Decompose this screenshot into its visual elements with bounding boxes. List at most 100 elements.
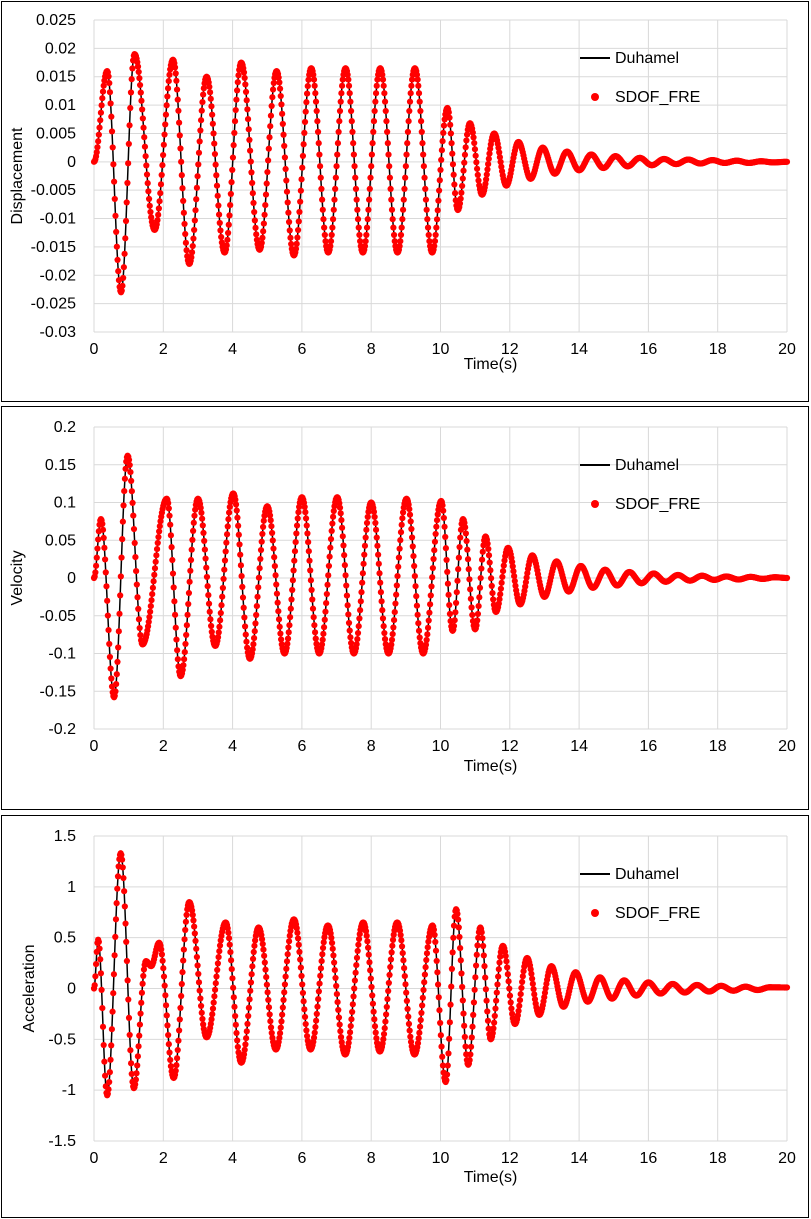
sdof-fre-point bbox=[459, 182, 466, 190]
sdof-fre-point bbox=[414, 76, 421, 83]
sdof-fre-point bbox=[192, 937, 199, 945]
legend-sdof-fre-label: SDOF_FRE bbox=[615, 496, 700, 513]
sdof-fre-point bbox=[508, 1005, 515, 1012]
sdof-fre-point bbox=[134, 594, 141, 601]
sdof-fre-point bbox=[219, 593, 226, 600]
sdof-fre-point bbox=[92, 973, 99, 980]
sdof-fre-point bbox=[147, 603, 154, 610]
sdof-fre-point bbox=[422, 641, 430, 648]
sdof-fre-point bbox=[96, 945, 103, 952]
sdof-fre-point bbox=[180, 946, 187, 953]
sdof-fre-point bbox=[249, 190, 256, 197]
sdof-fre-point bbox=[124, 179, 131, 187]
sdof-fre-point bbox=[121, 888, 128, 895]
sdof-fre-point bbox=[499, 568, 507, 575]
sdof-fre-point bbox=[283, 188, 291, 195]
sdof-fre-point bbox=[452, 609, 459, 616]
sdof-fre-point bbox=[312, 1023, 319, 1031]
sdof-fre-point bbox=[165, 505, 172, 512]
sdof-fre-point bbox=[462, 530, 469, 537]
sdof-fre-point bbox=[190, 527, 197, 534]
sdof-fre-point bbox=[386, 174, 394, 181]
sdof-fre-point bbox=[330, 507, 337, 515]
sdof-fre-point bbox=[320, 630, 327, 637]
x-tick-label: 6 bbox=[297, 341, 306, 358]
x-tick-label: 14 bbox=[570, 738, 588, 755]
sdof-fre-point bbox=[389, 216, 396, 223]
sdof-fre-point bbox=[289, 577, 296, 584]
sdof-fre-point bbox=[487, 575, 495, 582]
sdof-fre-point bbox=[248, 169, 255, 176]
sdof-fre-point bbox=[309, 596, 316, 603]
sdof-fre-point bbox=[380, 1036, 387, 1043]
sdof-fre-point bbox=[434, 981, 442, 988]
sdof-fre-point bbox=[420, 151, 427, 158]
sdof-fre-point bbox=[260, 517, 267, 524]
sdof-fre-point bbox=[138, 989, 146, 996]
sdof-fre-point bbox=[480, 952, 487, 959]
chart-legend: Duhamel SDOF_FRE bbox=[580, 866, 700, 922]
sdof-fre-point bbox=[393, 582, 400, 589]
sdof-fre-point bbox=[301, 118, 309, 126]
sdof-fre-point bbox=[471, 146, 479, 153]
sdof-fre-point bbox=[169, 570, 177, 577]
sdof-fre-point bbox=[448, 965, 456, 973]
sdof-fre-point bbox=[97, 956, 104, 963]
sdof-fre-point bbox=[370, 118, 378, 125]
sdof-fre-point bbox=[463, 137, 470, 144]
x-tick-label: 16 bbox=[640, 738, 658, 755]
sdof-fre-point bbox=[151, 571, 158, 578]
sdof-fre-point bbox=[100, 534, 107, 541]
sdof-fre-point bbox=[195, 970, 202, 978]
sdof-fre-point bbox=[339, 533, 346, 540]
sdof-fre-point bbox=[245, 126, 252, 133]
sdof-fre-point bbox=[531, 991, 538, 998]
sdof-fre-point bbox=[246, 996, 253, 1003]
sdof-fre-point bbox=[507, 999, 514, 1006]
sdof-fre-point bbox=[128, 488, 135, 495]
sdof-fre-point bbox=[331, 966, 338, 974]
sdof-fre-point bbox=[496, 154, 504, 161]
sdof-fre-point bbox=[291, 548, 299, 555]
sdof-fre-point bbox=[349, 128, 356, 136]
sdof-fre-point bbox=[253, 602, 260, 610]
sdof-fre-point bbox=[379, 71, 386, 78]
sdof-fre-point bbox=[212, 980, 219, 987]
y-tick-label: -0.2 bbox=[48, 721, 76, 738]
sdof-fre-point bbox=[404, 128, 412, 136]
sdof-fre-point bbox=[127, 468, 134, 476]
sdof-fre-point bbox=[319, 951, 326, 958]
sdof-fre-point bbox=[187, 556, 195, 564]
sdof-fre-point bbox=[280, 131, 287, 138]
sdof-fre-point bbox=[362, 534, 369, 541]
sdof-fre-point bbox=[484, 166, 491, 173]
sdof-fre-point bbox=[136, 81, 144, 89]
sdof-fre-point bbox=[431, 538, 439, 545]
sdof-fre-point bbox=[252, 937, 259, 944]
sdof-fre-point bbox=[368, 163, 375, 170]
sdof-fre-point bbox=[291, 557, 298, 564]
sdof-fre-point bbox=[98, 102, 105, 109]
sdof-fre-point bbox=[783, 984, 791, 991]
sdof-fre-point bbox=[343, 592, 351, 599]
sdof-fre-point bbox=[198, 509, 205, 516]
sdof-fre-point bbox=[122, 920, 129, 927]
sdof-fre-point bbox=[106, 1078, 113, 1086]
sdof-fre-point bbox=[333, 990, 340, 998]
sdof-fre-point bbox=[461, 1022, 468, 1029]
sdof-fre-point bbox=[441, 116, 448, 123]
sdof-fre-point bbox=[399, 949, 406, 957]
sdof-fre-point bbox=[276, 623, 283, 630]
x-tick-label: 12 bbox=[501, 1150, 519, 1167]
sdof-fre-point bbox=[479, 548, 486, 555]
sdof-fre-point bbox=[423, 636, 430, 644]
sdof-fre-point bbox=[530, 985, 537, 993]
sdof-fre-point bbox=[333, 982, 340, 990]
sdof-fre-point bbox=[106, 89, 114, 96]
sdof-fre-point bbox=[254, 593, 261, 600]
sdof-fre-point bbox=[192, 506, 199, 513]
sdof-fre-point bbox=[121, 903, 128, 910]
sdof-fre-point bbox=[482, 974, 489, 981]
sdof-fre-point bbox=[119, 282, 126, 289]
sdof-fre-point bbox=[444, 580, 452, 587]
